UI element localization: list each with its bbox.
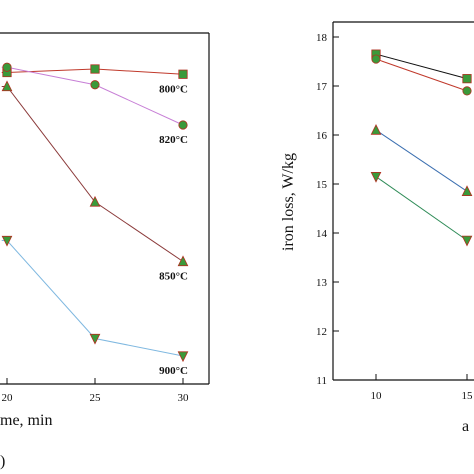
left-data-point [90, 64, 100, 74]
right-y-ticks: 11 12 13 14 15 16 17 18 [316, 32, 339, 387]
left-series-label: 820°C [159, 134, 188, 146]
right-data-point [462, 74, 472, 84]
left-data-point [2, 62, 12, 72]
right-y-tick-label: 12 [316, 326, 327, 338]
right-data-point [461, 235, 473, 247]
right-y-tick-label: 18 [316, 32, 328, 44]
right-series-group [370, 49, 473, 247]
right-x-ticks: 10 15 [371, 374, 474, 402]
left-data-point [1, 80, 13, 92]
panel-tag: ) [0, 453, 5, 470]
left-data-point [89, 195, 101, 207]
right-data-point [370, 172, 382, 183]
right-data-point [371, 54, 381, 64]
right-data-point [462, 86, 472, 96]
left-series-label: 850°C [159, 271, 188, 283]
right-series-line [375, 129, 468, 192]
left-data-point [89, 333, 101, 345]
left-series-label: 900°C [159, 365, 188, 377]
right-data-point [461, 185, 473, 196]
right-y-tick-label: 13 [316, 277, 328, 289]
left-series-group [1, 62, 189, 363]
right-x-tick-label: 15 [462, 390, 474, 402]
right-data-point [370, 124, 382, 135]
right-series-line [375, 176, 468, 241]
right-y-tick-label: 16 [316, 130, 328, 142]
left-data-point [178, 120, 188, 130]
left-x-tick-label: 20 [2, 392, 14, 404]
left-data-point [178, 69, 188, 79]
right-series-line [375, 58, 468, 92]
right-chart-panel: 11 12 13 14 15 16 17 18 10 15 iron loss, W/kg a [280, 21, 474, 435]
left-data-point [1, 235, 13, 247]
left-x-tick-label: 25 [90, 392, 102, 404]
left-series-label: 800°C [159, 83, 188, 95]
left-data-point [177, 255, 189, 267]
left-series-line [1, 66, 184, 126]
left-series-labels: 800°C 820°C 850°C 900°C [159, 83, 188, 377]
left-data-point [177, 351, 189, 363]
right-x-tick-label: 10 [371, 390, 383, 402]
left-x-tick-label: 30 [178, 392, 190, 404]
right-y-axis-label: iron loss, W/kg [280, 153, 297, 251]
right-y-tick-label: 11 [316, 375, 327, 387]
right-y-tick-label: 15 [316, 179, 328, 191]
right-x-axis-label: a [462, 418, 469, 435]
left-x-ticks: 20 25 30 [2, 378, 190, 404]
left-data-point [90, 80, 100, 90]
right-y-tick-label: 17 [316, 81, 328, 93]
left-x-axis-label: me, min [0, 412, 52, 429]
right-series-line [375, 53, 468, 80]
right-y-tick-label: 14 [316, 228, 328, 240]
left-chart-panel: 20 25 30 800°C 820°C 850°C 900°C me, min ) [0, 32, 210, 470]
